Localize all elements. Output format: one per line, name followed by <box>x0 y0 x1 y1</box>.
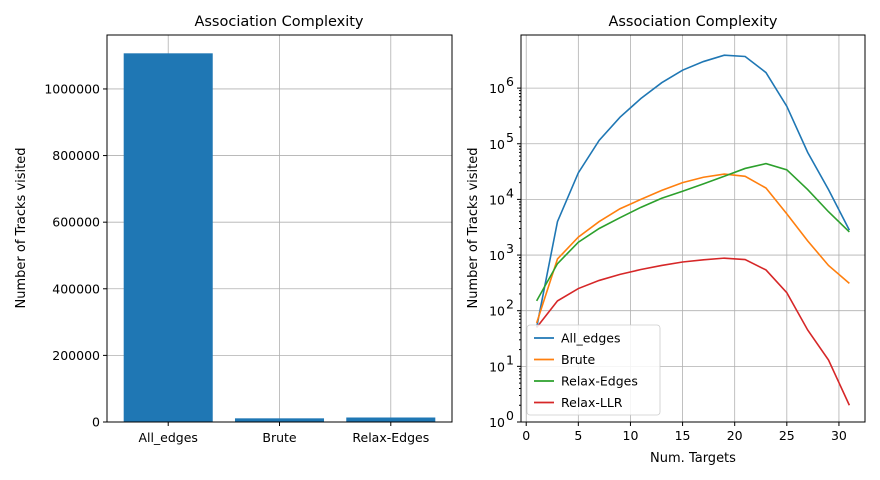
y-tick-exponent: 6 <box>506 74 514 89</box>
x-tick-label: 5 <box>574 428 582 443</box>
y-tick-label: 200000 <box>52 348 100 363</box>
legend-label-relax-edges: Relax-Edges <box>561 374 638 389</box>
y-tick-label: 1000000 <box>44 81 100 96</box>
x-tick-label: 0 <box>522 428 530 443</box>
line-chart: Association Complexity Number of Tracks … <box>466 14 866 466</box>
legend-label-brute: Brute <box>561 352 596 367</box>
y-tick-exponent: 0 <box>506 408 514 423</box>
series-line-brute <box>535 173 850 324</box>
line-chart-x-axis-label: Num. Targets <box>650 451 736 466</box>
bar-chart-title: Association Complexity <box>194 14 363 30</box>
y-tick-exponent: 3 <box>506 241 514 256</box>
legend-label-all_edges: All_edges <box>561 331 621 346</box>
y-tick-label: 400000 <box>52 281 100 296</box>
x-tick-label: 25 <box>779 428 795 443</box>
y-tick-label: 0 <box>92 415 100 430</box>
series-line-relax-edges <box>535 162 850 302</box>
y-tick-label: 10 <box>489 81 505 96</box>
bar-chart-x-ticks: All_edges Brute Relax-Edges <box>138 422 429 445</box>
bar-chart: Association Complexity Number of Tracks … <box>14 14 453 445</box>
bar-chart-frame <box>106 34 453 423</box>
x-tick-label: 15 <box>675 428 691 443</box>
line-chart-x-ticks: 0 5 10 15 20 25 30 <box>522 422 847 443</box>
y-tick-label: 10 <box>489 304 505 319</box>
x-tick-label: 10 <box>623 428 639 443</box>
bar-chart-y-axis-label: Number of Tracks visited <box>14 148 29 309</box>
x-tick-label: 30 <box>831 428 847 443</box>
x-tick-label: All_edges <box>138 430 198 445</box>
legend-label-relax-llr: Relax-LLR <box>561 395 623 410</box>
y-tick-label: 10 <box>489 415 505 430</box>
y-tick-label: 600000 <box>52 215 100 230</box>
y-tick-exponent: 5 <box>506 130 514 145</box>
y-tick-exponent: 4 <box>506 185 514 200</box>
line-chart-legend: All_edges Brute Relax-Edges Relax-LLR <box>526 324 661 416</box>
x-tick-label: 20 <box>727 428 743 443</box>
bar-relax-edges <box>346 417 436 422</box>
y-tick-exponent: 1 <box>506 352 514 367</box>
y-tick-label: 10 <box>489 137 505 152</box>
line-chart-series <box>535 54 851 406</box>
legend-box <box>526 324 661 416</box>
line-chart-frame <box>520 34 866 423</box>
line-chart-y-axis-label: Number of Tracks visited <box>466 148 481 309</box>
y-tick-exponent: 2 <box>506 297 514 312</box>
y-tick-label: 10 <box>489 359 505 374</box>
bar-chart-y-ticks: 0 200000 400000 600000 800000 1000000 <box>44 81 107 430</box>
bar-brute <box>234 418 325 422</box>
bar-chart-bars <box>123 53 436 422</box>
series-line-relax-llr <box>536 257 851 406</box>
line-chart-title: Association Complexity <box>608 14 777 30</box>
y-tick-label: 800000 <box>52 148 100 163</box>
y-tick-label: 10 <box>489 248 505 263</box>
series-line-all_edges <box>535 54 851 328</box>
x-tick-label: Relax-Edges <box>352 430 429 445</box>
bar-all_edges <box>123 53 213 422</box>
y-tick-label: 10 <box>489 192 505 207</box>
x-tick-label: Brute <box>262 430 297 445</box>
